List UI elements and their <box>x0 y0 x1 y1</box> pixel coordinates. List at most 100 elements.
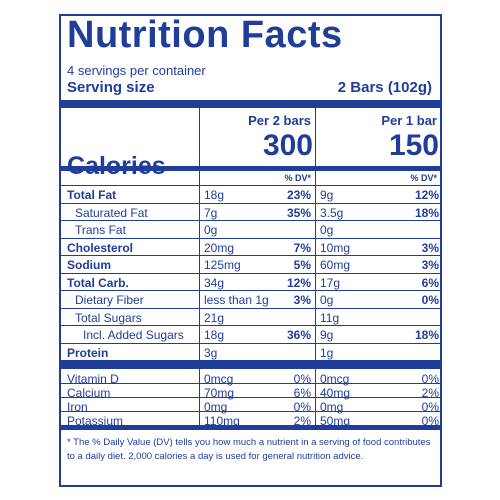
dv-per-2-bars: 12% <box>286 275 311 290</box>
thick-divider-vitamins <box>61 361 440 369</box>
amount-per-2-bars: 18g <box>204 188 225 202</box>
amount-per-1-bar: 0mcg <box>320 372 350 386</box>
amount-per-2-bars: 70mg <box>204 386 235 400</box>
nutrient-name: Sodium <box>67 258 111 272</box>
dv-per-1-bar: 0% <box>421 400 439 414</box>
dv-per-2-bars: 6% <box>293 386 311 400</box>
column-header-per-2-bars: Per 2 bars <box>248 113 311 128</box>
column-divider-1 <box>199 108 200 426</box>
amount-per-1-bar: 17g <box>320 275 341 290</box>
table-row: Saturated Fat 7g 35% 3.5g 18% <box>61 204 440 221</box>
table-row: Total Sugars 21g 11g <box>61 309 440 326</box>
row-divider <box>61 290 440 291</box>
table-row: Cholesterol 20mg 7% 10mg 3% <box>61 239 440 256</box>
amount-per-2-bars: 34g <box>204 275 225 290</box>
column-header-per-1-bar: Per 1 bar <box>381 113 437 128</box>
row-divider <box>61 272 440 274</box>
dv-per-2-bars: 23% <box>286 188 311 202</box>
dv-per-2-bars: 0% <box>293 372 311 386</box>
row-divider <box>61 360 440 361</box>
daily-value-footnote: * The % Daily Value (DV) tells you how m… <box>67 437 431 462</box>
row-divider <box>61 383 440 384</box>
dv-per-1-bar: 3% <box>421 258 439 272</box>
table-row: Vitamin D 0mcg 0% 0mcg 0% <box>61 370 440 387</box>
nutrient-name: Calcium <box>67 386 111 400</box>
dv-per-2-bars: 0% <box>293 400 311 414</box>
nutrient-name: Trans Fat <box>75 223 126 237</box>
nutrient-name: Dietary Fiber <box>75 293 144 307</box>
table-row: Trans Fat 0g 0g <box>61 221 440 239</box>
dv-header-col1: % DV* <box>284 173 311 183</box>
table-row: Dietary Fiber less than 1g 3% 0g 0% <box>61 291 440 309</box>
table-row: Calcium 70mg 6% 40mg 2% <box>61 384 440 401</box>
row-divider <box>61 425 440 426</box>
serving-size-label: Serving size <box>67 79 155 96</box>
row-divider <box>61 307 440 309</box>
amount-per-1-bar: 11g <box>320 310 340 325</box>
dv-per-1-bar: 12% <box>414 188 439 202</box>
amount-per-2-bars: 0g <box>204 223 218 237</box>
nutrient-name: Protein <box>67 345 109 360</box>
dv-per-2-bars: 35% <box>286 205 311 220</box>
table-row: Potassium 110mg 2% 50mg 0% <box>61 412 440 429</box>
dv-per-1-bar: 3% <box>421 240 439 255</box>
dv-per-1-bar: 0% <box>421 293 439 307</box>
dv-per-1-bar: 18% <box>414 205 439 220</box>
dv-per-2-bars: 36% <box>286 328 311 342</box>
amount-per-2-bars: 0mg <box>204 400 228 414</box>
divider-footnote <box>61 426 440 430</box>
nutrient-name: Iron <box>67 400 88 414</box>
amount-per-1-bar: 40mg <box>320 386 351 400</box>
thick-divider-top <box>61 100 440 108</box>
amount-per-1-bar: 0g <box>320 293 334 307</box>
row-divider <box>61 255 440 256</box>
nutrient-name: Saturated Fat <box>75 205 148 220</box>
amount-per-2-bars: 125mg <box>204 258 241 272</box>
dv-per-2-bars: 2% <box>293 414 311 428</box>
amount-per-2-bars: less than 1g <box>204 293 269 307</box>
serving-size-value: 2 Bars (102g) <box>337 79 432 96</box>
amount-per-2-bars: 0mcg <box>204 372 234 386</box>
table-row: Sodium 125mg 5% 60mg 3% <box>61 256 440 274</box>
calories-value-per-1-bar: 150 <box>388 129 439 162</box>
amount-per-1-bar: 0mg <box>320 400 344 414</box>
nutrient-name: Total Sugars <box>75 310 142 325</box>
calories-value-per-2-bars: 300 <box>262 129 313 162</box>
dv-per-1-bar: 0% <box>421 414 439 428</box>
amount-per-1-bar: 10mg <box>320 240 351 255</box>
table-row: Total Fat 18g 23% 9g 12% <box>61 186 440 204</box>
nutrient-name: Incl. Added Sugars <box>83 328 184 342</box>
row-divider <box>61 342 440 344</box>
amount-per-1-bar: 60mg <box>320 258 351 272</box>
dv-per-2-bars: 7% <box>293 240 311 255</box>
dv-per-1-bar: 2% <box>421 386 439 400</box>
nutrient-name: Vitamin D <box>67 372 119 386</box>
dv-per-1-bar: 0% <box>421 372 439 386</box>
nutrient-name: Total Fat <box>67 188 117 202</box>
row-divider <box>61 325 440 326</box>
amount-per-1-bar: 0g <box>320 223 334 237</box>
divider-dv-header <box>61 185 440 186</box>
row-divider <box>61 237 440 239</box>
dv-per-2-bars: 5% <box>293 258 311 272</box>
amount-per-2-bars: 3g <box>204 345 218 360</box>
amount-per-1-bar: 1g <box>320 345 334 360</box>
nutrient-name: Potassium <box>67 414 124 428</box>
table-row: Iron 0mg 0% 0mg 0% <box>61 398 440 415</box>
nutrient-name: Cholesterol <box>67 240 134 255</box>
row-divider <box>61 411 440 412</box>
nutrition-facts-panel: Nutrition Facts 4 servings per container… <box>59 14 442 487</box>
servings-per-container: 4 servings per container <box>67 63 206 78</box>
dv-per-1-bar: 6% <box>421 275 439 290</box>
amount-per-2-bars: 20mg <box>204 240 235 255</box>
amount-per-2-bars: 7g <box>204 205 218 220</box>
amount-per-1-bar: 3.5g <box>320 205 344 220</box>
amount-per-1-bar: 50mg <box>320 414 351 428</box>
amount-per-1-bar: 9g <box>320 328 334 342</box>
row-divider <box>61 202 440 204</box>
amount-per-2-bars: 18g <box>204 328 225 342</box>
medium-divider-calories <box>61 166 440 171</box>
dv-per-2-bars: 3% <box>293 293 311 307</box>
table-row: Total Carb. 34g 12% 17g 6% <box>61 274 440 291</box>
label-title: Nutrition Facts <box>67 14 343 56</box>
